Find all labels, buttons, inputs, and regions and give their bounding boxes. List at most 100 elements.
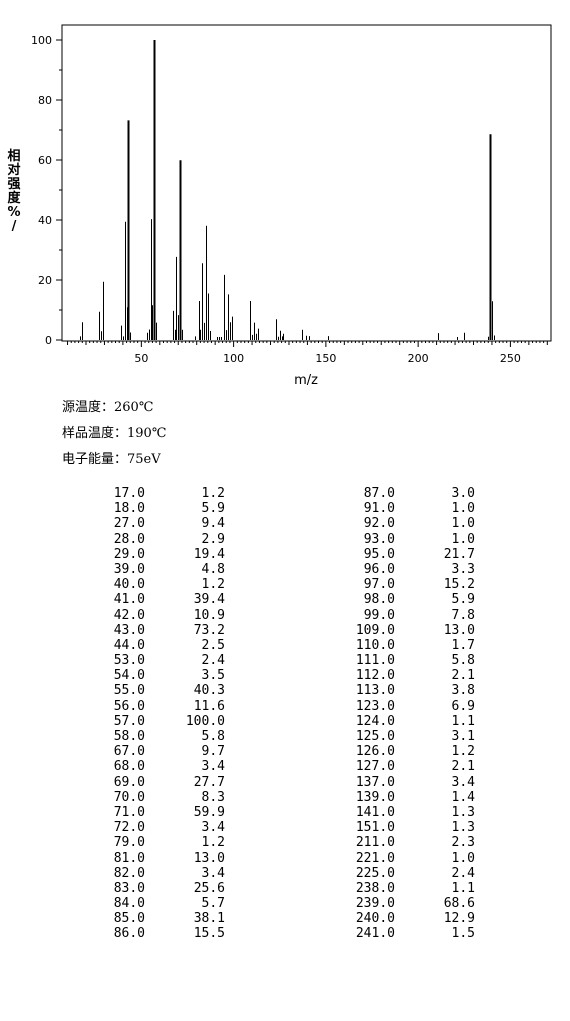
- peak-abundance: 3.4: [201, 865, 225, 881]
- peak-abundance: 10.9: [193, 607, 225, 623]
- y-axis-label-char: %: [7, 205, 21, 220]
- peak-row: 127.0 2.1: [325, 759, 475, 774]
- y-axis-label-char: 相: [7, 149, 21, 164]
- peak-abundance: 11.6: [193, 698, 225, 714]
- peak-abundance: 2.3: [451, 835, 475, 851]
- peak-abundance: 2.1: [451, 668, 475, 684]
- sample-temperature: 样品温度：190℃: [62, 426, 167, 441]
- peak-mz: 27.0: [113, 516, 145, 532]
- peak-mz: 98.0: [363, 592, 395, 608]
- peak-abundance: 5.8: [201, 729, 225, 744]
- peak-abundance: 40.3: [193, 683, 225, 699]
- peak-mz: 127.0: [355, 759, 395, 775]
- source-temperature: 源温度：260℃: [62, 400, 154, 415]
- peak-row: 72.0 3.4: [75, 820, 225, 835]
- peak-row: 98.0 5.9: [325, 592, 475, 607]
- peak-abundance: 1.2: [201, 486, 225, 501]
- y-tick-label: 20: [38, 274, 52, 287]
- peak-abundance: 1.7: [451, 637, 475, 653]
- peak-abundance: 1.3: [451, 804, 475, 820]
- peak-row: 29.0 19.4: [75, 547, 225, 562]
- peak-mz: 17.0: [113, 486, 145, 501]
- peak-mz: 92.0: [363, 516, 395, 532]
- peak-mz: 53.0: [113, 653, 145, 669]
- peak-mz: 86.0: [113, 926, 145, 942]
- peak-mz: 225.0: [355, 865, 395, 881]
- peak-row: 92.0 1.0: [325, 516, 475, 531]
- peak-abundance: 7.8: [451, 607, 475, 623]
- peak-row: 109.0 13.0: [325, 623, 475, 638]
- x-tick-label: 150: [315, 352, 336, 365]
- peak-row: 27.0 9.4: [75, 516, 225, 531]
- peak-abundance: 3.8: [451, 683, 475, 699]
- peak-abundance: 2.1: [451, 759, 475, 775]
- peak-mz: 79.0: [113, 835, 145, 851]
- peak-row: 110.0 1.7: [325, 638, 475, 653]
- peak-abundance: 38.1: [193, 911, 225, 927]
- peak-mz: 125.0: [355, 729, 395, 744]
- peak-abundance: 1.3: [451, 820, 475, 836]
- peak-row: 41.0 39.4: [75, 592, 225, 607]
- peak-row: 125.0 3.1: [325, 729, 475, 744]
- peak-row: 44.0 2.5: [75, 638, 225, 653]
- peak-row: 97.0 15.2: [325, 577, 475, 592]
- peak-abundance: 1.2: [451, 744, 475, 760]
- spectrum-peaks: [80, 40, 495, 340]
- peak-abundance: 4.8: [201, 561, 225, 577]
- peak-row: 86.0 15.5: [75, 926, 225, 941]
- peak-mz: 139.0: [355, 789, 395, 805]
- y-tick-label: 40: [38, 214, 52, 227]
- peak-row: 40.0 1.2: [75, 577, 225, 592]
- peak-row: 112.0 2.1: [325, 668, 475, 683]
- peak-row: 221.0 1.0: [325, 851, 475, 866]
- peak-mz: 239.0: [355, 896, 395, 912]
- peak-abundance: 13.0: [443, 622, 475, 638]
- peak-abundance: 1.5: [451, 926, 475, 942]
- peak-row: 53.0 2.4: [75, 653, 225, 668]
- peak-row: 137.0 3.4: [325, 775, 475, 790]
- peak-abundance: 3.4: [201, 820, 225, 836]
- peak-abundance: 5.9: [451, 592, 475, 608]
- peak-mz: 84.0: [113, 896, 145, 912]
- peak-row: 18.0 5.9: [75, 501, 225, 516]
- peak-mz: 54.0: [113, 668, 145, 684]
- peak-mz: 95.0: [363, 546, 395, 562]
- peak-abundance: 2.9: [201, 531, 225, 547]
- peak-mz: 87.0: [363, 486, 395, 501]
- peak-abundance: 1.0: [451, 501, 475, 517]
- peak-mz: 41.0: [113, 592, 145, 608]
- peak-row: 55.0 40.3: [75, 683, 225, 698]
- peak-row: 81.0 13.0: [75, 851, 225, 866]
- peak-row: 58.0 5.8: [75, 729, 225, 744]
- peak-row: 91.0 1.0: [325, 501, 475, 516]
- peak-mz: 39.0: [113, 561, 145, 577]
- peak-abundance: 73.2: [193, 622, 225, 638]
- peak-row: 69.0 27.7: [75, 775, 225, 790]
- y-axis-label-char: 对: [7, 163, 21, 178]
- peak-abundance: 3.4: [451, 774, 475, 790]
- peak-row: 82.0 3.4: [75, 866, 225, 881]
- peak-row: 139.0 1.4: [325, 790, 475, 805]
- peak-row: 70.0 8.3: [75, 790, 225, 805]
- peak-row: 71.0 59.9: [75, 805, 225, 820]
- peak-abundance: 2.4: [451, 865, 475, 881]
- peak-mz: 99.0: [363, 607, 395, 623]
- peak-mz: 221.0: [355, 850, 395, 866]
- x-axis-label: m/z: [294, 373, 318, 388]
- peak-mz: 58.0: [113, 729, 145, 744]
- peak-abundance: 100.0: [185, 713, 225, 729]
- peak-mz: 57.0: [113, 713, 145, 729]
- y-tick-label: 0: [45, 334, 52, 347]
- peak-abundance: 1.0: [451, 531, 475, 547]
- peak-abundance: 8.3: [201, 789, 225, 805]
- x-tick-label: 100: [223, 352, 244, 365]
- y-axis-label-char: 度: [7, 191, 21, 206]
- peak-abundance: 6.9: [451, 698, 475, 714]
- peak-abundance: 1.1: [451, 880, 475, 896]
- peak-abundance: 1.0: [451, 516, 475, 532]
- peak-mz: 97.0: [363, 577, 395, 593]
- peak-row: 54.0 3.5: [75, 668, 225, 683]
- x-tick-label: 200: [408, 352, 429, 365]
- peak-mz: 56.0: [113, 698, 145, 714]
- peak-row: 151.0 1.3: [325, 820, 475, 835]
